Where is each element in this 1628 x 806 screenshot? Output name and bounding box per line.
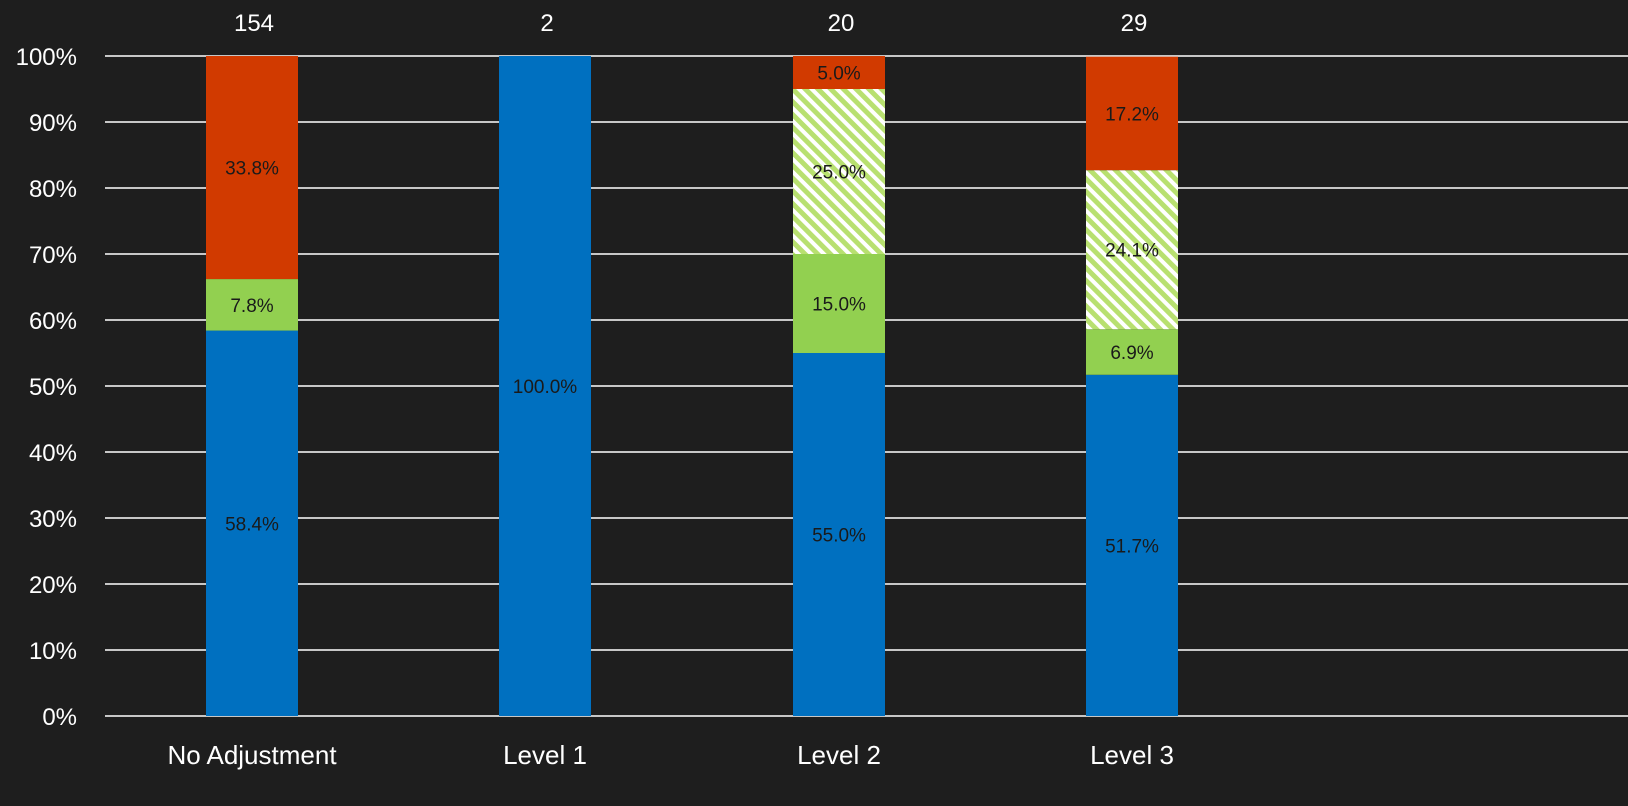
- bar-segment: [206, 56, 298, 280]
- bar-total-label: 29: [1121, 10, 1148, 37]
- data-label: 33.8%: [225, 159, 279, 180]
- data-label: 58.4%: [225, 514, 279, 535]
- bar-segment: [206, 330, 298, 716]
- y-tick-label: 50%: [29, 374, 77, 401]
- data-label: 17.2%: [1105, 104, 1159, 125]
- bar-totals: 154 2 20 29: [234, 10, 1147, 37]
- bar-segment: [1086, 56, 1178, 171]
- y-tick-label: 100%: [16, 44, 77, 71]
- x-category-label: Level 1: [503, 740, 587, 770]
- data-labels: 58.4% 7.8% 33.8% 100.0% 55.0% 15.0% 25.0% 5.0% 5…: [225, 64, 1159, 558]
- data-label: 6.9%: [1110, 343, 1153, 364]
- bar-segment: [1086, 329, 1178, 375]
- data-label: 100.0%: [513, 377, 578, 398]
- bar-segment: [1086, 170, 1178, 330]
- y-axis-tick-labels: 0% 10% 20% 30% 40% 50% 60% 70% 80% 90% 100%: [16, 44, 77, 731]
- y-tick-label: 80%: [29, 176, 77, 203]
- y-tick-label: 0%: [42, 704, 77, 731]
- data-label: 5.0%: [817, 64, 860, 85]
- data-label: 24.1%: [1105, 241, 1159, 262]
- y-tick-label: 10%: [29, 638, 77, 665]
- bar-total-label: 2: [540, 10, 553, 37]
- data-label: 55.0%: [812, 526, 866, 547]
- bars: [206, 56, 1178, 716]
- bar-total-label: 20: [828, 10, 855, 37]
- data-label: 15.0%: [812, 295, 866, 316]
- y-tick-label: 60%: [29, 308, 77, 335]
- bar-segment: [499, 56, 591, 716]
- x-category-label: Level 2: [797, 740, 881, 770]
- data-label: 7.8%: [230, 296, 273, 317]
- x-category-label: Level 3: [1090, 740, 1174, 770]
- data-label: 51.7%: [1105, 536, 1159, 557]
- x-axis-category-labels: No Adjustment Level 1 Level 2 Level 3: [167, 740, 1173, 770]
- data-label: 25.0%: [812, 163, 866, 184]
- bar-segment: [1086, 374, 1178, 716]
- y-tick-label: 90%: [29, 110, 77, 137]
- bar-segment: [793, 353, 885, 716]
- bar-segment: [793, 254, 885, 353]
- y-tick-label: 40%: [29, 440, 77, 467]
- bar-segment: [793, 89, 885, 254]
- bar-segment: [793, 56, 885, 89]
- y-tick-label: 20%: [29, 572, 77, 599]
- bar-segment: [206, 279, 298, 331]
- y-tick-label: 70%: [29, 242, 77, 269]
- y-tick-label: 30%: [29, 506, 77, 533]
- x-category-label: No Adjustment: [167, 740, 337, 770]
- bar-total-label: 154: [234, 10, 274, 37]
